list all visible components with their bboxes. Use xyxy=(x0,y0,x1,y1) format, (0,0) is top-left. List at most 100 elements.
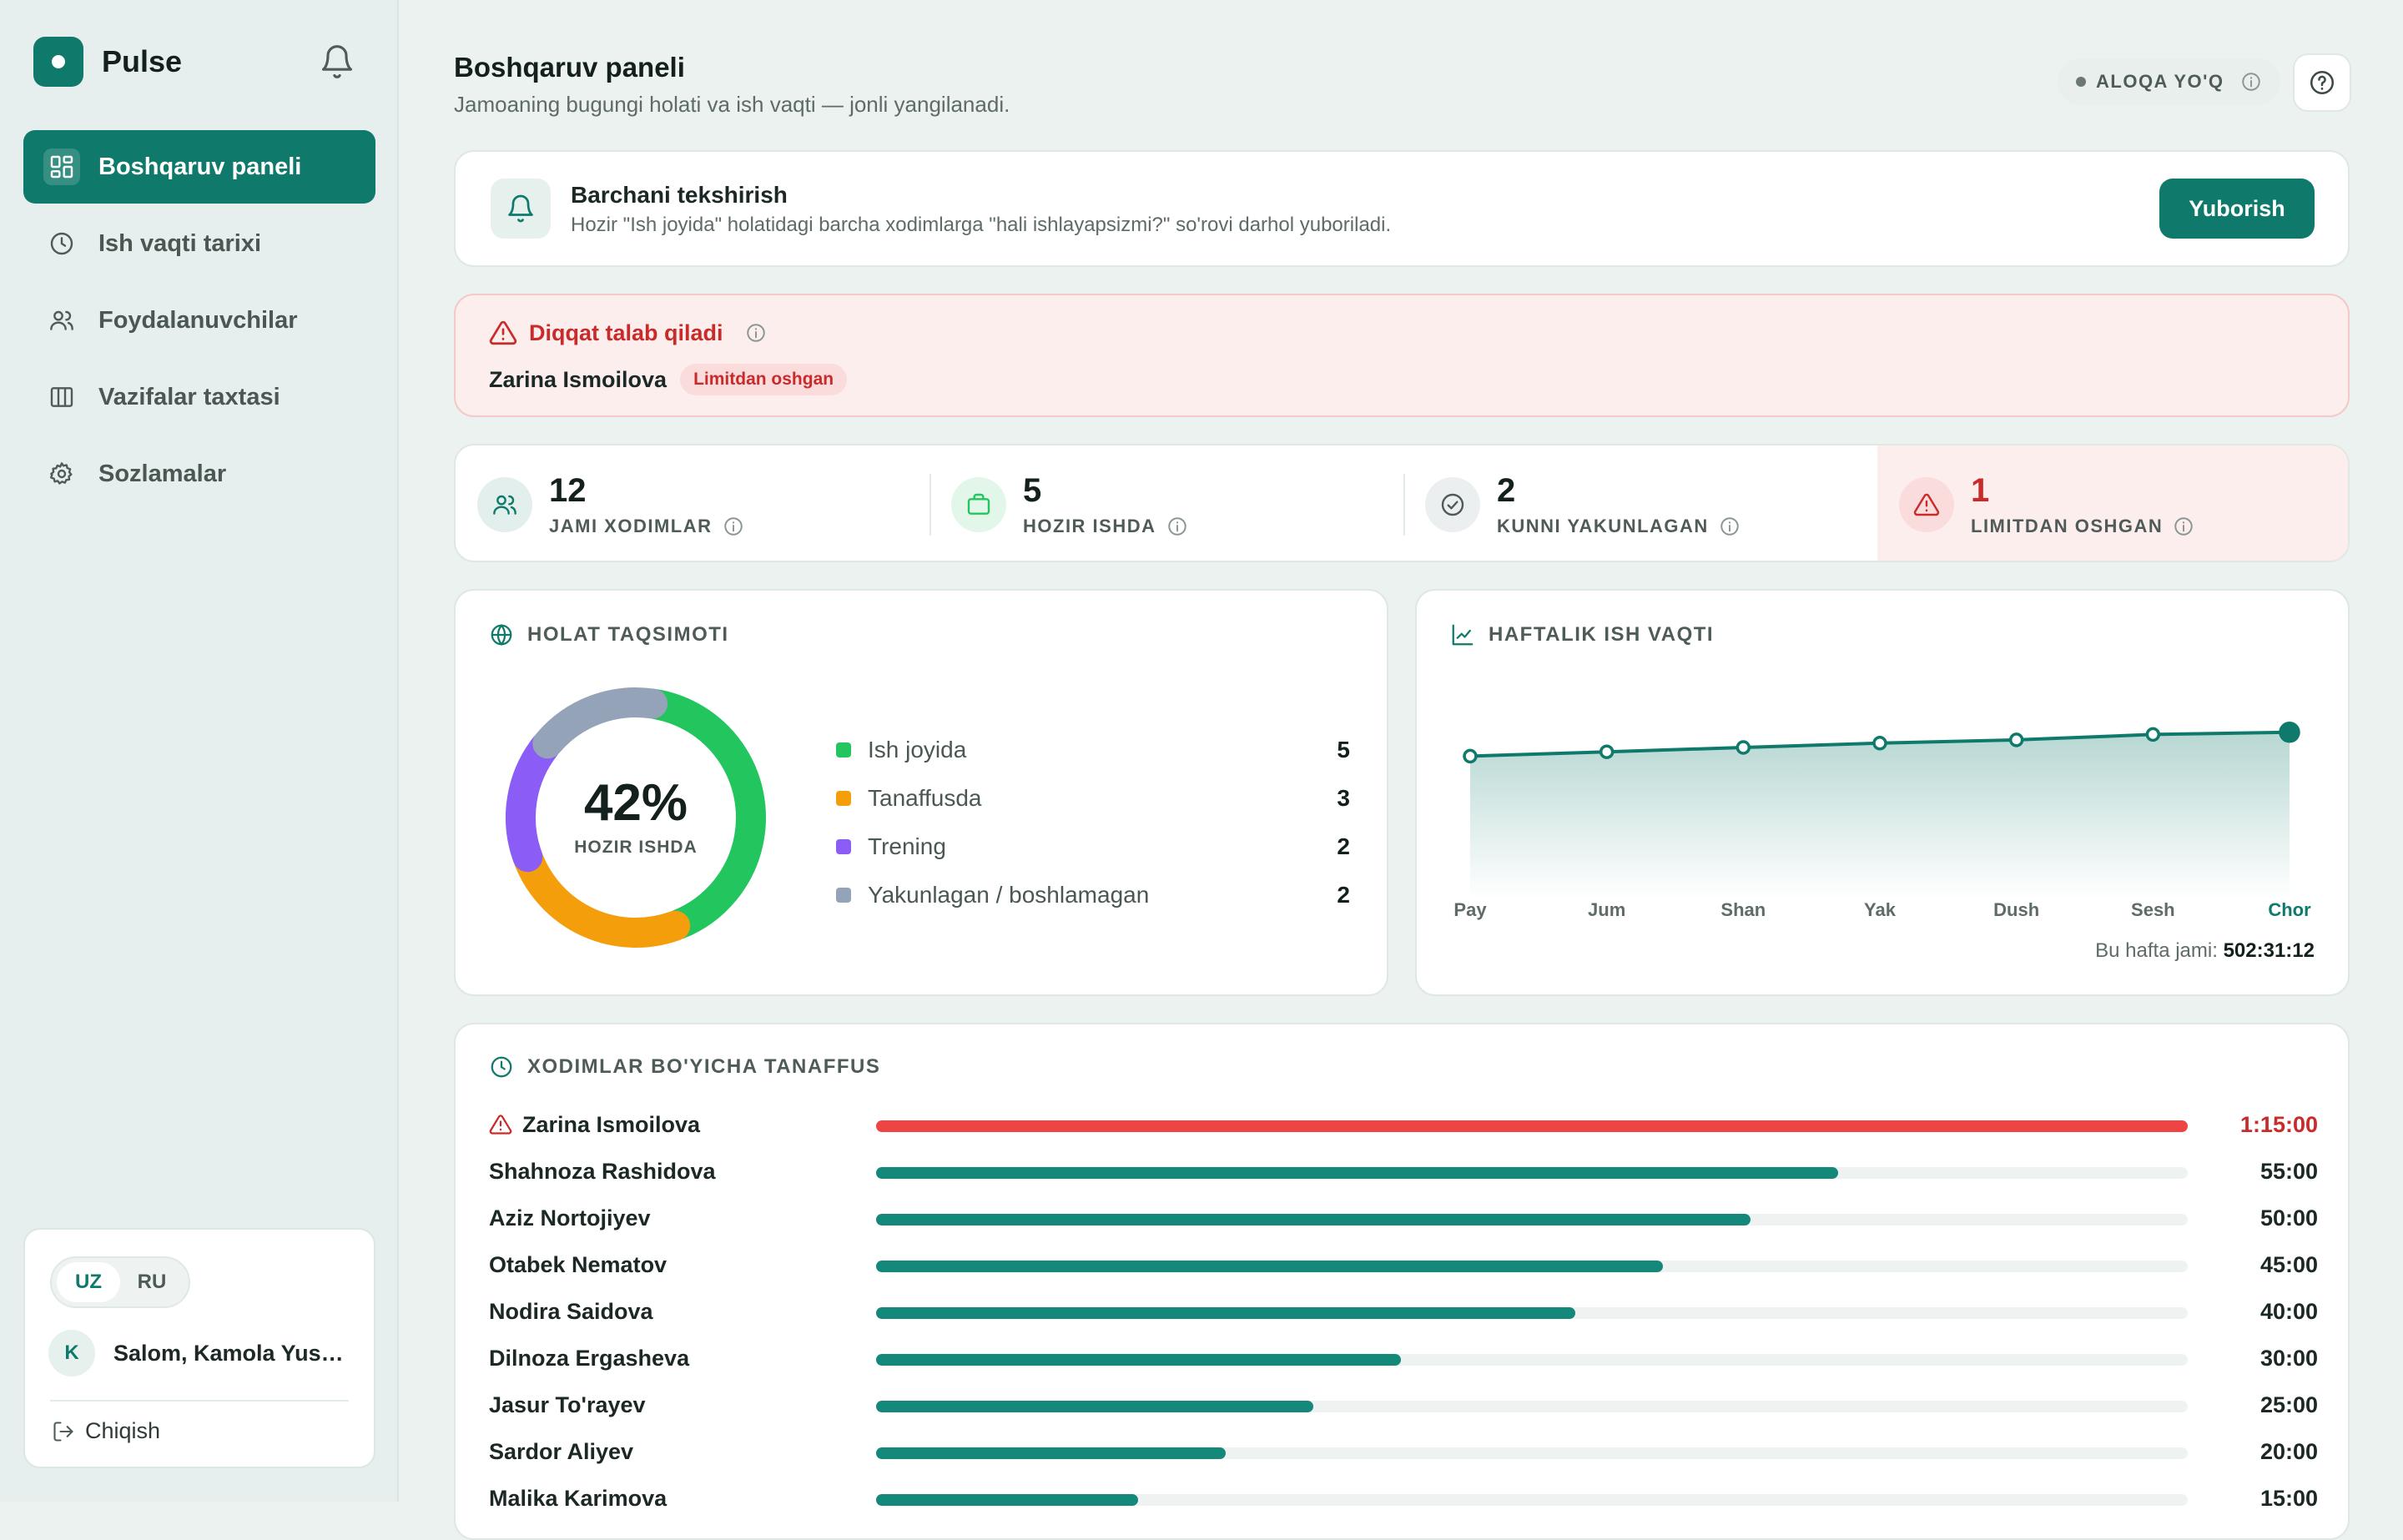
attention-person: Zarina Ismoilova xyxy=(489,366,668,392)
x-tick-label: Shan xyxy=(1720,899,1766,920)
break-bar xyxy=(876,1167,1838,1179)
language-ru-button[interactable]: RU xyxy=(137,1271,167,1293)
logout-button[interactable]: Chiqish xyxy=(52,1418,160,1444)
employee-name: Zarina Ismoilova xyxy=(489,1101,700,1148)
stat-value: 1 xyxy=(1971,472,1990,509)
info-icon[interactable] xyxy=(2240,71,2262,93)
stat-label: KUNNI YAKUNLAGAN xyxy=(1497,516,1741,537)
break-row[interactable]: Aziz Nortojiyev 50:00 xyxy=(489,1195,2318,1241)
warning-icon xyxy=(1899,477,1954,532)
break-row[interactable]: Zarina Ismoilova 1:15:00 xyxy=(489,1101,2318,1148)
data-point-Chor[interactable] xyxy=(2279,722,2300,743)
sidebar-item-tasks[interactable]: Vazifalar taxtasi xyxy=(23,360,375,434)
legend-value: 2 xyxy=(1337,833,1350,859)
data-point-Yak[interactable] xyxy=(1872,736,1887,751)
sidebar-item-label: Ish vaqti tarixi xyxy=(98,229,262,257)
stat-working-now: 5 HOZIR ISHDA xyxy=(929,445,1403,561)
connection-status-badge: ALOQA YO'Q xyxy=(2058,58,2281,105)
break-time: 45:00 xyxy=(2259,1251,2318,1277)
break-time: 25:00 xyxy=(2259,1392,2318,1417)
sidebar-item-label: Foydalanuvchilar xyxy=(98,306,298,334)
stat-total-employees: 12 JAMI XODIMLAR xyxy=(456,445,929,561)
break-row[interactable]: Nodira Saidova 40:00 xyxy=(489,1288,2318,1335)
employee-name: Otabek Nematov xyxy=(489,1251,668,1277)
data-point-Shan[interactable] xyxy=(1736,740,1751,755)
donut-label: HOZIR ISHDA xyxy=(574,838,698,857)
donut-segment-2 xyxy=(506,687,766,948)
break-bar-track xyxy=(876,1261,2188,1272)
legend-value: 3 xyxy=(1337,785,1350,811)
x-tick-label: Dush xyxy=(1993,899,2040,920)
donut-segment-3 xyxy=(506,687,766,948)
breaks-card: XODIMLAR BO'YICHA TANAFFUS Zarina Ismoil… xyxy=(454,1023,2350,1540)
x-tick-label: Sesh xyxy=(2131,899,2175,920)
info-icon[interactable] xyxy=(2173,516,2194,537)
attention-card: Diqqat talab qiladi Zarina Ismoilova Lim… xyxy=(454,294,2350,417)
send-button[interactable]: Yuborish xyxy=(2159,179,2315,239)
sidebar-item-dashboard[interactable]: Boshqaruv paneli xyxy=(23,130,375,204)
logout-icon xyxy=(53,1421,73,1442)
legend-swatch xyxy=(836,839,851,854)
sidebar-item-settings[interactable]: Sozlamalar xyxy=(23,437,375,511)
legend-swatch xyxy=(836,888,851,903)
info-icon[interactable] xyxy=(745,322,767,344)
divider xyxy=(50,1400,349,1402)
break-bar-track xyxy=(876,1167,2188,1179)
sidebar-item-history[interactable]: Ish vaqti tarixi xyxy=(23,207,375,280)
legend-label: Ish joyida xyxy=(868,737,967,762)
attention-item[interactable]: Zarina Ismoilova Limitdan oshgan xyxy=(489,364,848,395)
language-uz-button[interactable]: UZ xyxy=(57,1262,120,1302)
legend-item: Trening 2 xyxy=(836,823,1350,871)
stats-card: 12 JAMI XODIMLAR 5 HOZIR ISHDA 2 KUNNI Y… xyxy=(454,444,2350,562)
legend-value: 2 xyxy=(1337,882,1350,908)
bell-icon xyxy=(491,179,551,239)
break-bar xyxy=(876,1307,1576,1319)
warning-icon xyxy=(489,320,517,345)
legend-label: Yakunlagan / boshlamagan xyxy=(868,882,1150,908)
stat-finished-day: 2 KUNNI YAKUNLAGAN xyxy=(1403,445,1877,561)
break-row[interactable]: Jasur To'rayev 25:00 xyxy=(489,1381,2318,1428)
page-header: Boshqaruv paneli Jamoaning bugungi holat… xyxy=(454,52,1010,118)
dashboard-icon xyxy=(43,148,80,185)
briefcase-icon xyxy=(951,477,1006,532)
info-icon[interactable] xyxy=(723,516,744,537)
donut-value: 42% xyxy=(583,774,688,832)
data-point-Pay[interactable] xyxy=(1463,748,1478,764)
break-row[interactable]: Shahnoza Rashidova 55:00 xyxy=(489,1148,2318,1195)
stat-label: LIMITDAN OSHGAN xyxy=(1971,516,2194,537)
notifications-bell-icon[interactable] xyxy=(319,43,355,80)
warning-icon xyxy=(489,1113,522,1136)
legend: Ish joyida 5 Tanaffusda 3 Trening 2 Yaku… xyxy=(836,726,1350,919)
app-name: Pulse xyxy=(102,44,183,78)
data-point-Jum[interactable] xyxy=(1599,744,1615,759)
sidebar-item-label: Boshqaruv paneli xyxy=(98,153,302,180)
brand[interactable]: Pulse xyxy=(33,37,182,87)
info-icon[interactable] xyxy=(1719,516,1741,537)
avatar: K xyxy=(48,1330,95,1376)
break-row[interactable]: Malika Karimova 15:00 xyxy=(489,1475,2318,1522)
logo-icon xyxy=(33,37,83,87)
info-icon[interactable] xyxy=(1166,516,1188,537)
employee-name: Shahnoza Rashidova xyxy=(489,1158,716,1184)
sidebar: Pulse Boshqaruv paneli Ish vaqti tarixi … xyxy=(0,0,399,1502)
stat-label: HOZIR ISHDA xyxy=(1023,516,1188,537)
data-point-Dush[interactable] xyxy=(2008,732,2024,747)
sidebar-item-users[interactable]: Foydalanuvchilar xyxy=(23,284,375,357)
legend-label: Trening xyxy=(868,833,946,859)
break-row[interactable]: Dilnoza Ergasheva 30:00 xyxy=(489,1335,2318,1381)
break-row[interactable]: Sardor Aliyev 20:00 xyxy=(489,1428,2318,1475)
employee-name: Nodira Saidova xyxy=(489,1298,653,1324)
stat-value: 5 xyxy=(1023,472,1042,509)
line-chart-icon xyxy=(1452,624,1474,646)
break-time: 50:00 xyxy=(2259,1205,2318,1230)
x-tick-label: Chor xyxy=(2268,899,2311,920)
employee-name: Aziz Nortojiyev xyxy=(489,1205,651,1230)
break-row[interactable]: Otabek Nematov 45:00 xyxy=(489,1241,2318,1288)
data-point-Sesh[interactable] xyxy=(2145,727,2161,742)
break-bar xyxy=(876,1120,2188,1132)
legend-label: Tanaffusda xyxy=(868,785,982,811)
legend-item: Tanaffusda 3 xyxy=(836,774,1350,823)
weekly-chart xyxy=(1463,722,2300,899)
help-button[interactable] xyxy=(2293,53,2351,112)
section-title: XODIMLAR BO'YICHA TANAFFUS xyxy=(489,1054,880,1080)
